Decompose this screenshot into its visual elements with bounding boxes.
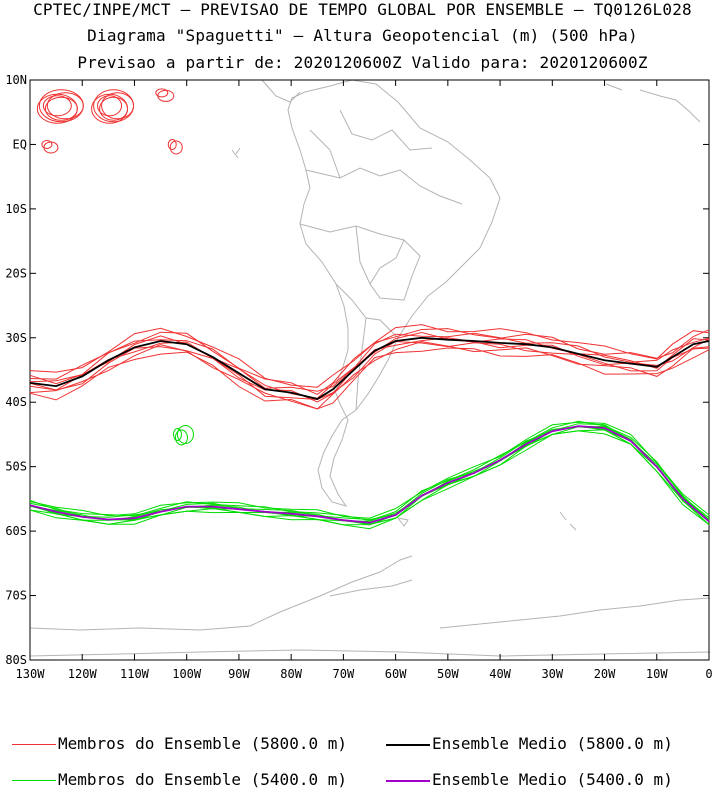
member-5400-line <box>29 430 710 530</box>
y-tick-label: 40S <box>5 395 27 409</box>
axis-ticks: 130W 120W 110W 100W 90W 80W 70W 60W 50W 40W 30W 20W… <box>5 73 712 681</box>
legend-label-members-5400: Membros do Ensemble (5400.0 m) <box>58 770 347 789</box>
member-5400-line <box>29 429 710 526</box>
y-tick-label: 10N <box>5 73 27 87</box>
x-tick-label: 50W <box>437 667 459 681</box>
member-5800-line <box>29 331 710 399</box>
tropical-high-contour <box>44 96 78 121</box>
member-5400-line <box>29 421 710 519</box>
member-5400-line <box>29 426 710 526</box>
tropical-high-contour <box>41 139 53 149</box>
chart-title-line-1: CPTEC/INPE/MCT – PREVISAO DE TEMPO GLOBA… <box>33 0 692 19</box>
isolated-low-contour <box>174 429 188 446</box>
tropical-high-contour <box>99 96 129 121</box>
y-tick-label: 60S <box>5 524 27 538</box>
y-tick-label: EQ <box>13 137 27 151</box>
x-tick-label: 110W <box>120 667 150 681</box>
tropical-high-contour <box>157 89 175 102</box>
tropical-high-contour <box>38 89 84 123</box>
member-5800-line <box>29 341 710 410</box>
y-tick-label: 70S <box>5 589 27 603</box>
x-tick-label: 60W <box>385 667 407 681</box>
ensemble-means <box>29 336 710 524</box>
x-tick-label: 80W <box>280 667 302 681</box>
x-tick-label: 90W <box>228 667 250 681</box>
y-tick-label: 30S <box>5 331 27 345</box>
x-tick-label: 130W <box>16 667 46 681</box>
tropical-high-contour <box>101 92 135 120</box>
x-tick-label: 20W <box>594 667 616 681</box>
tropical-high-contour <box>91 93 129 124</box>
legend-label-mean-5800: Ensemble Medio (5800.0 m) <box>432 734 673 753</box>
tropical-high-contour <box>43 141 59 154</box>
member-5400-line <box>29 425 710 522</box>
chart-title-line-3: Previsao a partir de: 2020120600Z Valido… <box>77 53 648 72</box>
tropical-high-contour <box>169 140 183 155</box>
legend-label-mean-5400: Ensemble Medio (5400.0 m) <box>432 770 673 789</box>
tropical-high-contour <box>97 95 123 117</box>
x-tick-label: 100W <box>172 667 202 681</box>
legend-label-members-5800: Membros do Ensemble (5800.0 m) <box>58 734 347 753</box>
tropical-high-contour <box>155 88 169 98</box>
tropical-high-contour <box>167 138 177 150</box>
member-5800-line <box>29 324 710 388</box>
isolated-low-contour <box>176 424 194 444</box>
isolated-low-contour <box>172 427 182 441</box>
x-tick-label: 120W <box>68 667 98 681</box>
legend-swatch-mean-5800 <box>386 744 430 746</box>
member-5800-line <box>29 332 710 392</box>
member-5400-line <box>29 423 710 522</box>
isolated-contours <box>36 88 194 446</box>
plot-frame <box>29 79 710 661</box>
tropical-high-contour <box>36 93 78 124</box>
mean-5800-line <box>29 336 710 400</box>
x-tick-label: 70W <box>333 667 355 681</box>
x-tick-label: 30W <box>541 667 563 681</box>
member-5800-line <box>29 340 710 401</box>
y-tick-label: 10S <box>5 202 27 216</box>
tropical-high-contour <box>46 92 84 120</box>
legend-swatch-mean-5400 <box>386 780 430 782</box>
chart-title-line-2: Diagrama "Spaguetti" – Altura Geopotenci… <box>87 26 638 45</box>
y-tick-label: 80S <box>5 653 27 667</box>
y-tick-label: 50S <box>5 460 27 474</box>
x-tick-label: 0 <box>705 667 712 681</box>
tropical-high-contour <box>93 89 135 123</box>
member-5800-line <box>29 347 710 410</box>
legend-swatch-members-5400 <box>12 780 56 781</box>
tropical-high-contour <box>42 95 72 117</box>
member-5400-line <box>29 420 710 522</box>
member-5400-line <box>29 425 710 526</box>
member-5800-line <box>29 337 710 403</box>
south-america-map <box>29 79 711 657</box>
y-tick-label: 20S <box>5 266 27 280</box>
legend-swatch-members-5800 <box>12 744 56 745</box>
x-tick-label: 10W <box>646 667 668 681</box>
mean-5400-line <box>29 425 710 524</box>
x-tick-label: 40W <box>489 667 511 681</box>
